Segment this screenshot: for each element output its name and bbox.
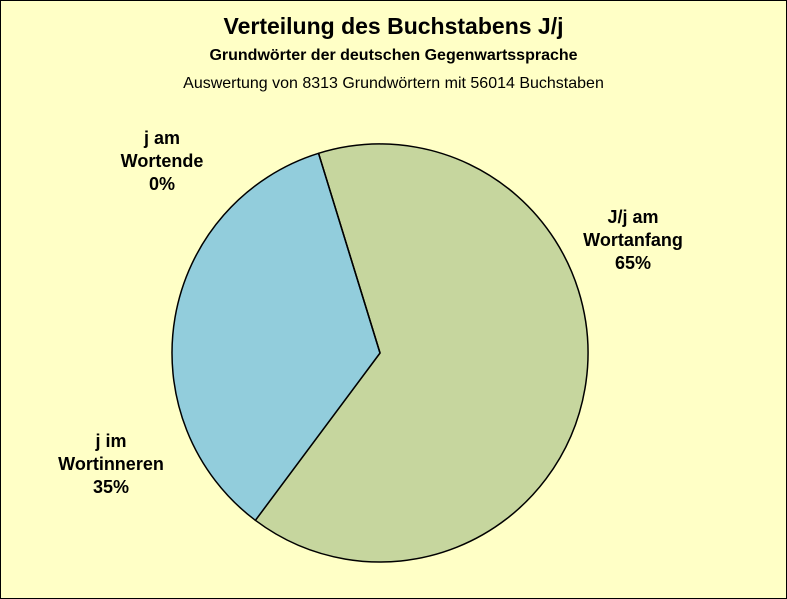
slice-wortanfang — [254, 143, 589, 563]
slice-label-wortinneren: j im Wortinneren 35% — [41, 430, 181, 499]
chart-title: Verteilung des Buchstabens J/j — [223, 13, 564, 39]
slice-label-line: Wortinneren — [58, 454, 164, 474]
slice-label-line: 0% — [148, 174, 175, 194]
slice-label-line: j am — [143, 128, 181, 148]
slice-label-line: 65% — [614, 253, 652, 273]
slice-label-line: Wortanfang — [583, 230, 683, 250]
slice-label-line: j im — [95, 431, 127, 451]
chart-note: Auswertung von 8313 Grundwörtern mit 560… — [183, 75, 604, 92]
slice-label-wortende: j am Wortende 0% — [101, 127, 223, 196]
slice-label-line: 35% — [92, 477, 130, 497]
slice-wortinneren — [171, 152, 381, 522]
slice-label-line: Wortende — [120, 151, 204, 171]
slice-label-line: J/j am — [607, 207, 659, 227]
slice-wortende — [317, 153, 381, 354]
chart-subtitle: Grundwörter der deutschen Gegenwartsspra… — [209, 47, 578, 64]
slice-label-wortanfang: J/j am Wortanfang 65% — [569, 206, 697, 275]
